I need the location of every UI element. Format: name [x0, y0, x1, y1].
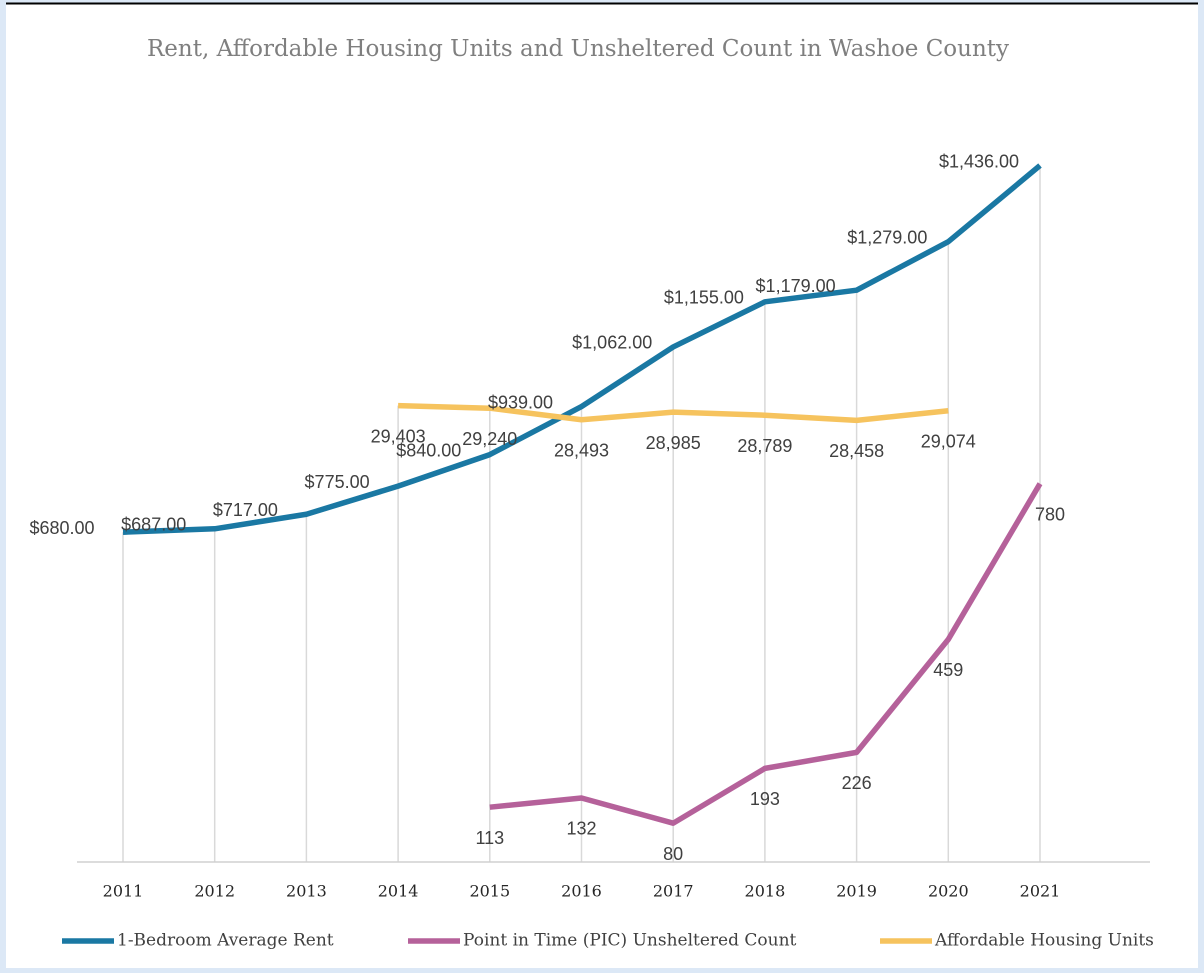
x-tick-label: 2019	[836, 882, 877, 901]
x-tick-label: 2021	[1020, 882, 1061, 901]
series-line	[122, 163, 1042, 535]
data-label: $687.00	[121, 515, 186, 535]
x-tick-label: 2016	[561, 882, 602, 901]
data-label: 29,074	[921, 432, 976, 452]
data-label: $775.00	[305, 472, 370, 492]
x-tick-label: 2020	[928, 882, 969, 901]
legend-label: Point in Time (PIC) Unsheltered Count	[463, 931, 797, 951]
data-label: $1,155.00	[664, 288, 744, 308]
x-tick-label: 2012	[194, 882, 235, 901]
x-tick-label: 2017	[653, 882, 694, 901]
data-label: 29,240	[462, 429, 517, 449]
data-label: $717.00	[213, 500, 278, 520]
legend-label: 1-Bedroom Average Rent	[117, 931, 334, 951]
data-label: $1,179.00	[756, 276, 836, 296]
series-line	[489, 482, 1043, 826]
x-tick-label: 2011	[103, 882, 144, 901]
data-label: 132	[566, 819, 596, 839]
data-label: 28,985	[646, 433, 701, 453]
data-label: 780	[1035, 504, 1065, 524]
series-line	[398, 402, 949, 424]
data-label: $840.00	[396, 440, 461, 460]
data-label: $1,062.00	[572, 333, 652, 353]
x-tick-label: 2015	[469, 882, 510, 901]
data-label: 459	[933, 660, 963, 680]
x-tick-label: 2014	[378, 882, 419, 901]
data-label: $939.00	[488, 392, 553, 412]
data-label: 193	[750, 789, 780, 809]
data-label: 28,789	[737, 436, 792, 456]
data-label: $680.00	[29, 518, 94, 538]
legend-label: Affordable Housing Units	[934, 931, 1154, 951]
data-label: 28,458	[829, 441, 884, 461]
data-label: 113	[475, 828, 504, 848]
data-label: 29,403	[371, 426, 426, 446]
data-label: 80	[663, 844, 683, 864]
x-tick-label: 2018	[745, 882, 786, 901]
data-label: 28,493	[554, 441, 609, 461]
data-label: $1,436.00	[939, 151, 1019, 171]
data-label: 226	[842, 773, 872, 793]
chart-area	[6, 4, 1198, 968]
data-label: $1,279.00	[847, 227, 927, 247]
chart-title: Rent, Affordable Housing Units and Unshe…	[147, 36, 1009, 62]
x-tick-label: 2013	[286, 882, 327, 901]
